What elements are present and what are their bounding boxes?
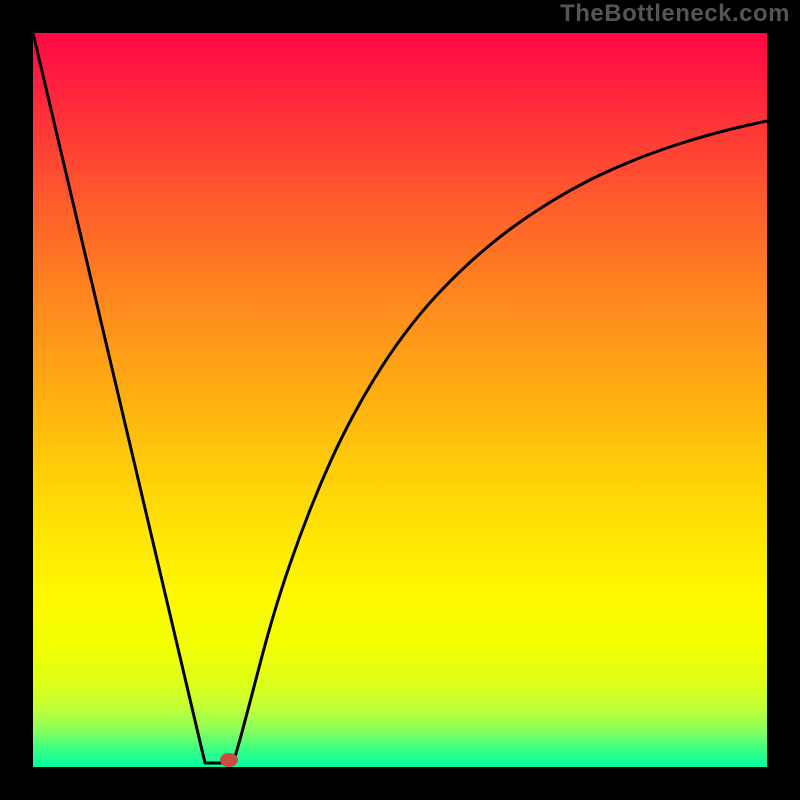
- watermark-text: TheBottleneck.com: [560, 0, 790, 28]
- chart-background: [33, 33, 767, 767]
- outer-frame: TheBottleneck.com: [0, 0, 800, 800]
- minimum-marker: [220, 753, 238, 767]
- chart-canvas: [33, 33, 767, 767]
